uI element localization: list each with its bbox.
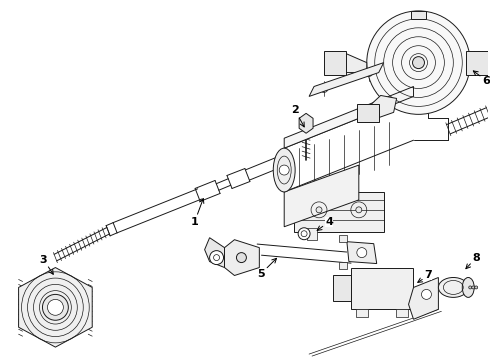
Bar — [324, 51, 346, 75]
Circle shape — [316, 207, 322, 213]
Circle shape — [357, 248, 367, 258]
Bar — [357, 104, 379, 122]
Polygon shape — [411, 11, 426, 19]
Bar — [395, 309, 408, 317]
Ellipse shape — [462, 278, 474, 297]
Circle shape — [356, 207, 362, 213]
Polygon shape — [284, 86, 414, 148]
Text: 3: 3 — [40, 255, 53, 274]
Circle shape — [279, 165, 289, 175]
Ellipse shape — [439, 278, 468, 297]
Bar — [307, 228, 317, 240]
Circle shape — [421, 289, 431, 300]
Circle shape — [367, 11, 470, 114]
Polygon shape — [284, 165, 359, 227]
Circle shape — [475, 286, 478, 289]
Bar — [356, 309, 368, 317]
Circle shape — [472, 286, 475, 289]
Circle shape — [237, 253, 246, 262]
Circle shape — [469, 286, 472, 289]
Bar — [294, 192, 384, 232]
Bar — [333, 275, 351, 301]
Polygon shape — [205, 238, 224, 267]
Polygon shape — [19, 267, 92, 347]
Polygon shape — [470, 53, 486, 75]
Polygon shape — [309, 63, 384, 96]
Polygon shape — [224, 240, 259, 275]
Polygon shape — [409, 278, 439, 319]
Polygon shape — [347, 242, 377, 264]
Text: 1: 1 — [191, 199, 204, 227]
Ellipse shape — [273, 148, 295, 192]
Circle shape — [298, 228, 310, 240]
Polygon shape — [339, 235, 347, 242]
Polygon shape — [334, 53, 367, 73]
Polygon shape — [339, 262, 347, 269]
Circle shape — [43, 294, 68, 320]
Text: 7: 7 — [418, 270, 432, 282]
Polygon shape — [367, 95, 396, 118]
Text: 8: 8 — [466, 253, 480, 269]
Text: 6: 6 — [473, 71, 490, 86]
Bar — [351, 267, 413, 309]
Circle shape — [48, 300, 63, 315]
Text: 4: 4 — [317, 217, 333, 230]
Text: 2: 2 — [291, 105, 304, 127]
Polygon shape — [299, 113, 313, 133]
Text: 5: 5 — [258, 258, 276, 279]
Circle shape — [210, 251, 223, 265]
Circle shape — [413, 57, 424, 69]
Bar — [466, 51, 488, 75]
